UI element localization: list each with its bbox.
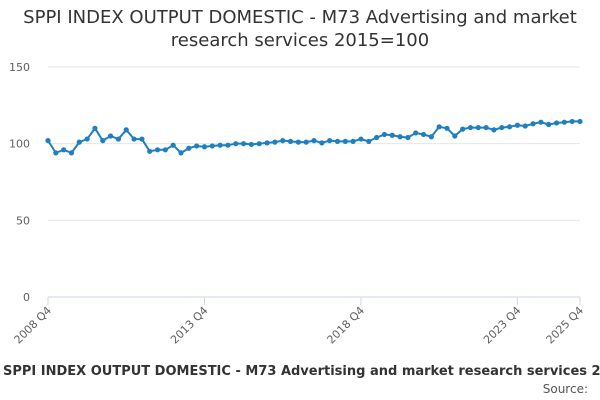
data-point[interactable] bbox=[561, 119, 567, 125]
data-point[interactable] bbox=[577, 118, 583, 125]
legend-label[interactable]: SPPI INDEX OUTPUT DOMESTIC - M73 Adverti… bbox=[3, 364, 600, 379]
data-point[interactable] bbox=[491, 127, 497, 133]
data-point[interactable] bbox=[303, 139, 309, 145]
data-point[interactable] bbox=[100, 138, 106, 144]
data-point[interactable] bbox=[147, 148, 153, 154]
data-point[interactable] bbox=[499, 124, 505, 131]
data-point[interactable] bbox=[233, 141, 239, 147]
y-tick-label: 150 bbox=[9, 61, 30, 74]
data-point[interactable] bbox=[178, 150, 184, 156]
data-point[interactable] bbox=[131, 136, 137, 142]
data-point[interactable] bbox=[209, 143, 215, 149]
data-point[interactable] bbox=[201, 144, 208, 150]
data-point[interactable] bbox=[366, 138, 372, 144]
data-point[interactable] bbox=[162, 147, 168, 153]
x-tick-label: 2013 Q4 bbox=[168, 304, 211, 347]
data-point[interactable] bbox=[194, 143, 200, 149]
data-point[interactable] bbox=[522, 123, 528, 129]
data-point[interactable] bbox=[107, 133, 114, 139]
data-point[interactable] bbox=[84, 136, 90, 142]
data-point[interactable] bbox=[68, 150, 75, 156]
source-label: Source: bbox=[542, 382, 588, 396]
data-point[interactable] bbox=[483, 124, 489, 131]
x-tick-label: 2023 Q4 bbox=[481, 304, 524, 347]
data-point[interactable] bbox=[420, 131, 427, 138]
gridlines bbox=[48, 66, 580, 298]
x-tick-label: 2025 Q4 bbox=[544, 304, 587, 347]
data-point[interactable] bbox=[358, 136, 364, 142]
data-point[interactable] bbox=[295, 139, 301, 145]
data-point[interactable] bbox=[373, 134, 380, 141]
data-point[interactable] bbox=[92, 125, 98, 131]
data-point[interactable] bbox=[225, 142, 231, 148]
data-point[interactable] bbox=[115, 136, 122, 142]
data-point[interactable] bbox=[350, 138, 356, 144]
y-tick-label: 0 bbox=[23, 291, 30, 304]
data-point[interactable] bbox=[569, 118, 575, 125]
data-point[interactable] bbox=[319, 140, 325, 146]
data-point[interactable] bbox=[280, 138, 286, 144]
data-point[interactable] bbox=[186, 145, 192, 151]
chart-title: SPPI INDEX OUTPUT DOMESTIC - M73 Adverti… bbox=[23, 7, 577, 51]
x-axis: 2008 Q4 2013 Q4 2018 Q4 2023 Q4 2025 Q4 bbox=[12, 297, 587, 347]
data-point[interactable] bbox=[334, 138, 341, 144]
data-point[interactable] bbox=[123, 127, 129, 133]
data-point[interactable] bbox=[327, 138, 333, 144]
data-point[interactable] bbox=[405, 134, 411, 141]
data-point[interactable] bbox=[397, 134, 403, 140]
data-point[interactable] bbox=[546, 121, 552, 128]
data-point[interactable] bbox=[506, 124, 513, 130]
data-point[interactable] bbox=[514, 122, 521, 128]
data-point[interactable] bbox=[256, 141, 262, 147]
data-point[interactable] bbox=[264, 140, 270, 146]
series-layer bbox=[45, 118, 583, 156]
data-point[interactable] bbox=[287, 138, 294, 144]
data-point[interactable] bbox=[53, 150, 59, 156]
data-point[interactable] bbox=[248, 141, 255, 148]
data-point[interactable] bbox=[139, 136, 145, 142]
data-point[interactable] bbox=[475, 124, 481, 131]
data-point[interactable] bbox=[61, 147, 67, 153]
data-point[interactable] bbox=[272, 139, 278, 145]
data-point[interactable] bbox=[530, 121, 536, 127]
data-point[interactable] bbox=[389, 132, 395, 138]
data-point[interactable] bbox=[170, 142, 176, 148]
x-tick-label: 2018 Q4 bbox=[325, 304, 368, 347]
data-point[interactable] bbox=[428, 134, 434, 140]
data-point[interactable] bbox=[436, 124, 442, 130]
y-tick-label: 50 bbox=[16, 214, 30, 227]
data-point[interactable] bbox=[553, 120, 560, 126]
data-point[interactable] bbox=[467, 124, 474, 131]
data-point[interactable] bbox=[381, 131, 388, 138]
data-point[interactable] bbox=[240, 141, 247, 147]
data-point[interactable] bbox=[538, 119, 544, 125]
data-point[interactable] bbox=[413, 130, 419, 136]
data-point[interactable] bbox=[452, 133, 458, 139]
data-point[interactable] bbox=[460, 126, 466, 132]
y-tick-label: 100 bbox=[9, 138, 30, 151]
x-tick-label: 2008 Q4 bbox=[12, 304, 55, 347]
data-point[interactable] bbox=[311, 138, 317, 144]
data-point[interactable] bbox=[154, 147, 161, 153]
data-point[interactable] bbox=[45, 138, 51, 144]
data-point[interactable] bbox=[342, 138, 348, 144]
y-axis: 0 50 100 150 bbox=[9, 61, 30, 304]
data-point[interactable] bbox=[76, 139, 82, 145]
data-point[interactable] bbox=[217, 142, 223, 148]
data-point[interactable] bbox=[444, 125, 450, 131]
